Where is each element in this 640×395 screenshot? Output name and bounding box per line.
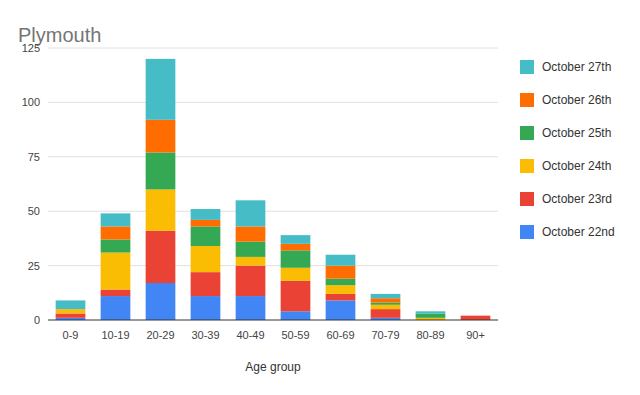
- bar-segment: [101, 213, 131, 226]
- bar-segment: [326, 266, 356, 279]
- bar-segment: [236, 296, 266, 320]
- bar-segment: [326, 285, 356, 294]
- bar-segment: [326, 294, 356, 301]
- bar-segment: [416, 311, 446, 313]
- bar-segment: [371, 309, 401, 318]
- bar-segment: [101, 226, 131, 239]
- y-tick-label: 0: [34, 314, 40, 326]
- bars: [56, 59, 491, 320]
- x-tick-label: 10-19: [101, 329, 129, 341]
- bar-segment: [191, 246, 221, 272]
- x-tick-label: 60-69: [326, 329, 354, 341]
- bar-segment: [281, 311, 311, 320]
- bar-segment: [461, 315, 491, 316]
- bar-segment: [281, 250, 311, 267]
- bar-segment: [236, 242, 266, 257]
- bar-segment: [371, 305, 401, 309]
- x-tick-label: 30-39: [191, 329, 219, 341]
- bar-segment: [326, 279, 356, 286]
- grid-line: [48, 156, 498, 157]
- bar-segment: [371, 294, 401, 298]
- bar-segment: [56, 313, 86, 317]
- legend-swatch: [520, 126, 534, 140]
- bar-segment: [191, 226, 221, 246]
- bar-segment: [281, 244, 311, 251]
- bar-segment: [371, 298, 401, 302]
- legend-label: October 24th: [542, 159, 611, 173]
- bar-segment: [191, 220, 221, 227]
- bar-segment: [146, 283, 176, 320]
- x-tick-label: 70-79: [371, 329, 399, 341]
- legend-label: October 23rd: [542, 192, 612, 206]
- bar-segment: [326, 300, 356, 320]
- bar-segment: [146, 120, 176, 153]
- bar-segment: [461, 315, 491, 316]
- chart: Plymouth02550751001250-910-1920-2930-394…: [0, 0, 640, 395]
- bar-segment: [101, 239, 131, 252]
- bar-segment: [101, 253, 131, 290]
- x-tick-label: 0-9: [63, 329, 79, 341]
- legend-swatch: [520, 192, 534, 206]
- bar-segment: [236, 200, 266, 226]
- bar-segment: [281, 281, 311, 311]
- bar-segment: [146, 152, 176, 189]
- bar-segment: [461, 315, 491, 316]
- grid-line: [48, 48, 498, 49]
- bar-segment: [146, 189, 176, 230]
- x-tick-label: 80-89: [416, 329, 444, 341]
- y-tick-label: 75: [28, 151, 40, 163]
- bar-segment: [191, 209, 221, 220]
- bar-segment: [146, 231, 176, 283]
- bar-segment: [326, 255, 356, 266]
- bar-segment: [101, 290, 131, 297]
- grid-line: [48, 102, 498, 103]
- grid-line: [48, 211, 498, 212]
- x-tick-label: 90+: [466, 329, 485, 341]
- chart-svg: Plymouth02550751001250-910-1920-2930-394…: [0, 0, 640, 395]
- y-tick-label: 100: [22, 96, 40, 108]
- x-tick-label: 40-49: [236, 329, 264, 341]
- legend-label: October 22nd: [542, 225, 615, 239]
- bar-segment: [191, 272, 221, 296]
- bar-segment: [371, 303, 401, 305]
- legend-label: October 26th: [542, 93, 611, 107]
- bar-segment: [236, 266, 266, 296]
- legend-label: October 27th: [542, 60, 611, 74]
- bar-segment: [236, 226, 266, 241]
- bar-segment: [461, 315, 491, 316]
- x-axis-label: Age group: [245, 360, 301, 374]
- bar-segment: [56, 309, 86, 313]
- x-tick-label: 50-59: [281, 329, 309, 341]
- bar-segment: [56, 300, 86, 309]
- bar-segment: [101, 296, 131, 320]
- x-axis: [48, 320, 498, 321]
- x-tick-label: 20-29: [146, 329, 174, 341]
- y-tick-label: 50: [28, 205, 40, 217]
- y-tick-label: 125: [22, 42, 40, 54]
- legend-label: October 25th: [542, 126, 611, 140]
- bar-segment: [461, 316, 491, 320]
- bar-segment: [281, 235, 311, 244]
- bar-segment: [281, 268, 311, 281]
- y-tick-label: 25: [28, 260, 40, 272]
- legend-swatch: [520, 60, 534, 74]
- legend-swatch: [520, 159, 534, 173]
- bar-segment: [146, 59, 176, 120]
- bar-segment: [416, 313, 446, 317]
- bar-segment: [236, 257, 266, 266]
- legend-swatch: [520, 225, 534, 239]
- bar-segment: [191, 296, 221, 320]
- legend-swatch: [520, 93, 534, 107]
